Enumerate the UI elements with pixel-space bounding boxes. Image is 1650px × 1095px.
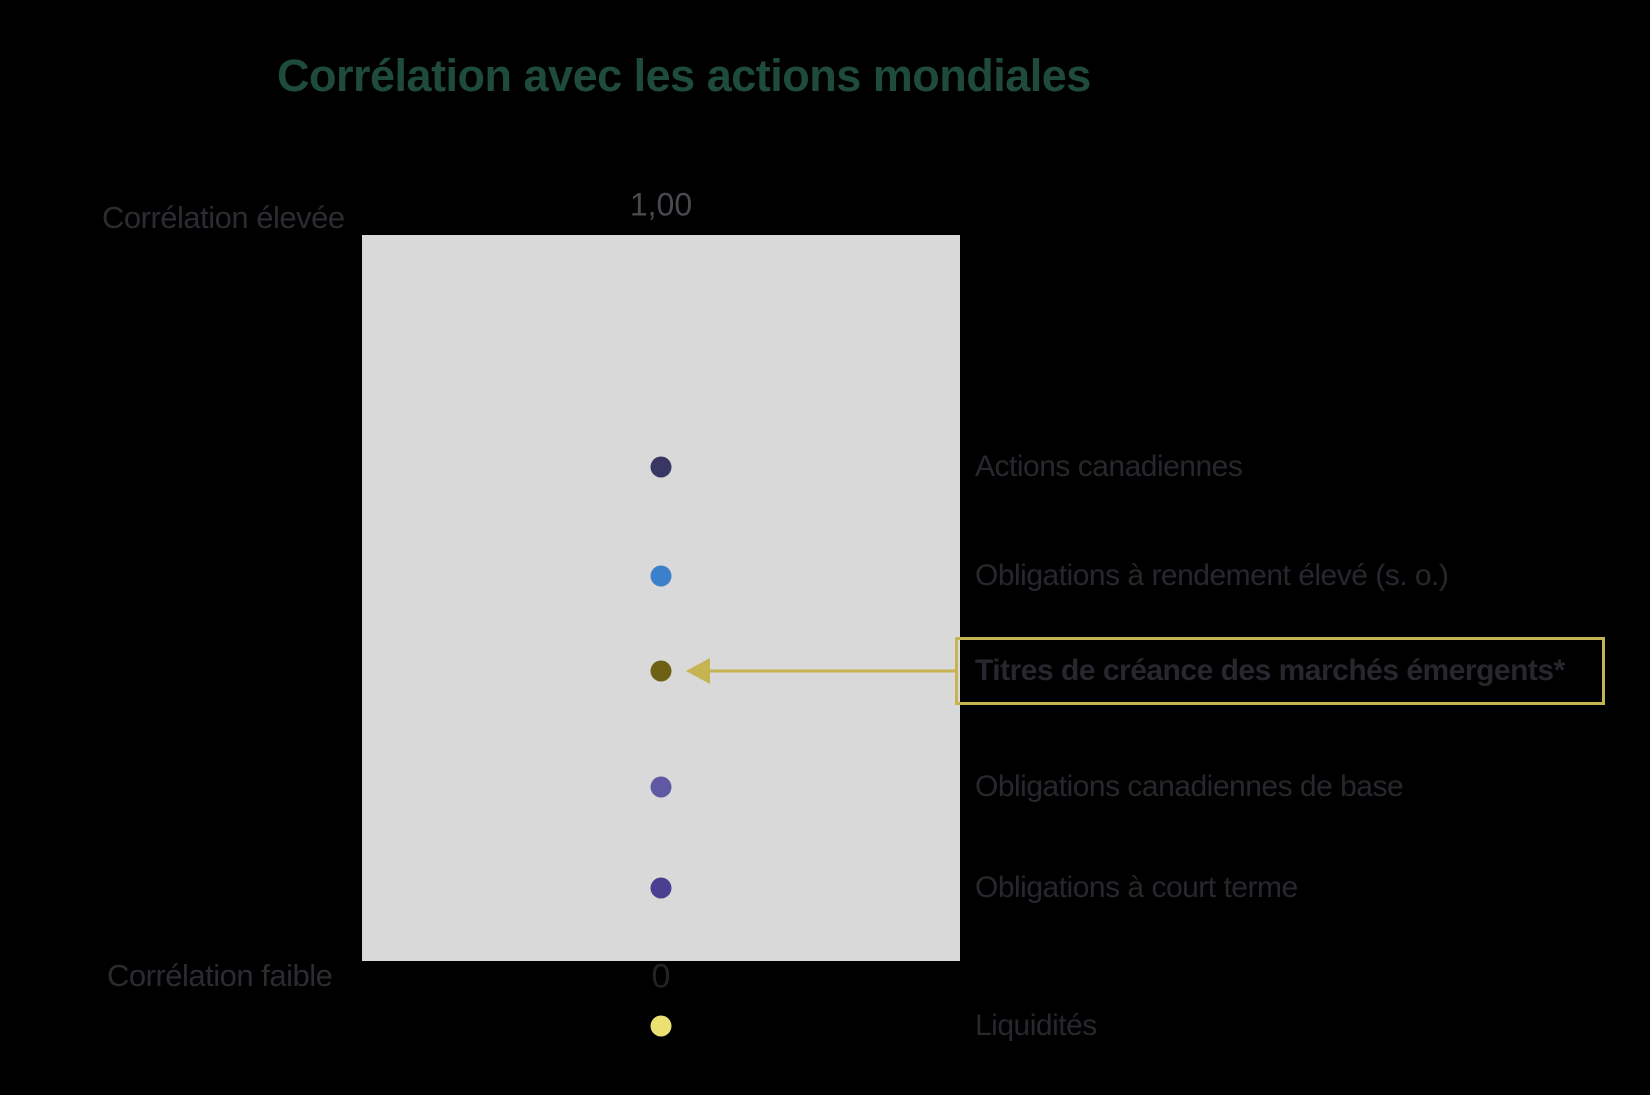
data-point-dot	[650, 877, 672, 899]
data-point-dot	[650, 565, 672, 587]
series-label: Liquidités	[975, 1009, 1097, 1042]
data-point-dot	[650, 456, 672, 478]
highlight-box: Titres de créance des marchés émergents*	[955, 637, 1605, 705]
chart-title: Corrélation avec les actions mondiales	[277, 50, 1091, 101]
series-label: Obligations à rendement élevé (s. o.)	[975, 559, 1449, 592]
series-label: Titres de créance des marchés émergents*	[975, 654, 1565, 687]
axis-annotation-low-correlation: Corrélation faible	[107, 958, 333, 993]
annotation-arrow-line	[710, 669, 955, 673]
data-point-dot	[650, 660, 672, 682]
series-label: Obligations canadiennes de base	[975, 770, 1404, 803]
annotation-arrow-head-icon	[686, 658, 710, 684]
data-point-dot	[650, 776, 672, 798]
plot-area	[362, 235, 960, 961]
series-label: Actions canadiennes	[975, 450, 1243, 483]
data-point-dot	[650, 1015, 672, 1037]
axis-tick-0: 0	[651, 957, 671, 996]
series-label: Obligations à court terme	[975, 871, 1298, 904]
axis-annotation-high-correlation: Corrélation élevée	[102, 200, 345, 235]
axis-tick-1-00: 1,00	[629, 186, 693, 223]
